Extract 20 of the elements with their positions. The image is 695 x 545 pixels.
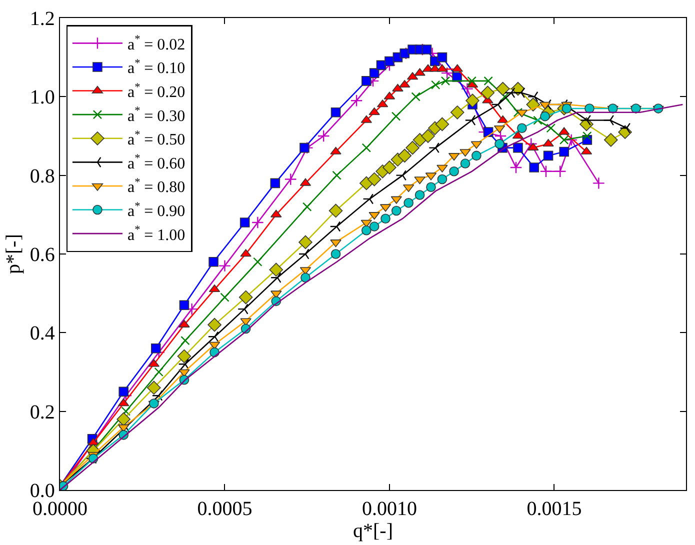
y-tick-label: 1.0 <box>30 86 55 109</box>
legend-label: a$^{*}$ = 0.10 <box>127 58 186 78</box>
legend-label: a$^{*}$ = 0.50 <box>127 128 186 149</box>
y-axis-title: p*[-] <box>2 234 24 274</box>
legend-label: a$^{*}$ = 0.90 <box>127 200 186 220</box>
x-tick-label: 0.0010 <box>362 498 417 520</box>
legend-label: a$^{*}$ = 0.30 <box>127 105 186 125</box>
legend-label: a$^{*}$ = 0.80 <box>127 176 186 196</box>
legend-label: a$^{*}$ = 0.20 <box>127 81 186 102</box>
y-tick-label: 0.2 <box>30 401 55 424</box>
x-tick-label: 0.0005 <box>197 498 252 520</box>
y-tick-label: 1.2 <box>30 8 55 30</box>
x-axis-title: q*[-] <box>353 520 393 542</box>
x-tick-label: 0.0015 <box>526 498 582 520</box>
legend-label: a$^{*}$ = 0.60 <box>127 152 186 172</box>
legend-label: a$^{*}$ = 0.02 <box>127 34 186 54</box>
legend-label: a$^{*}$ = 1.00 <box>127 224 186 244</box>
y-tick-label: 0.8 <box>30 165 55 188</box>
y-tick-label: 0.6 <box>30 244 55 266</box>
y-tick-label: 0.4 <box>30 322 55 345</box>
